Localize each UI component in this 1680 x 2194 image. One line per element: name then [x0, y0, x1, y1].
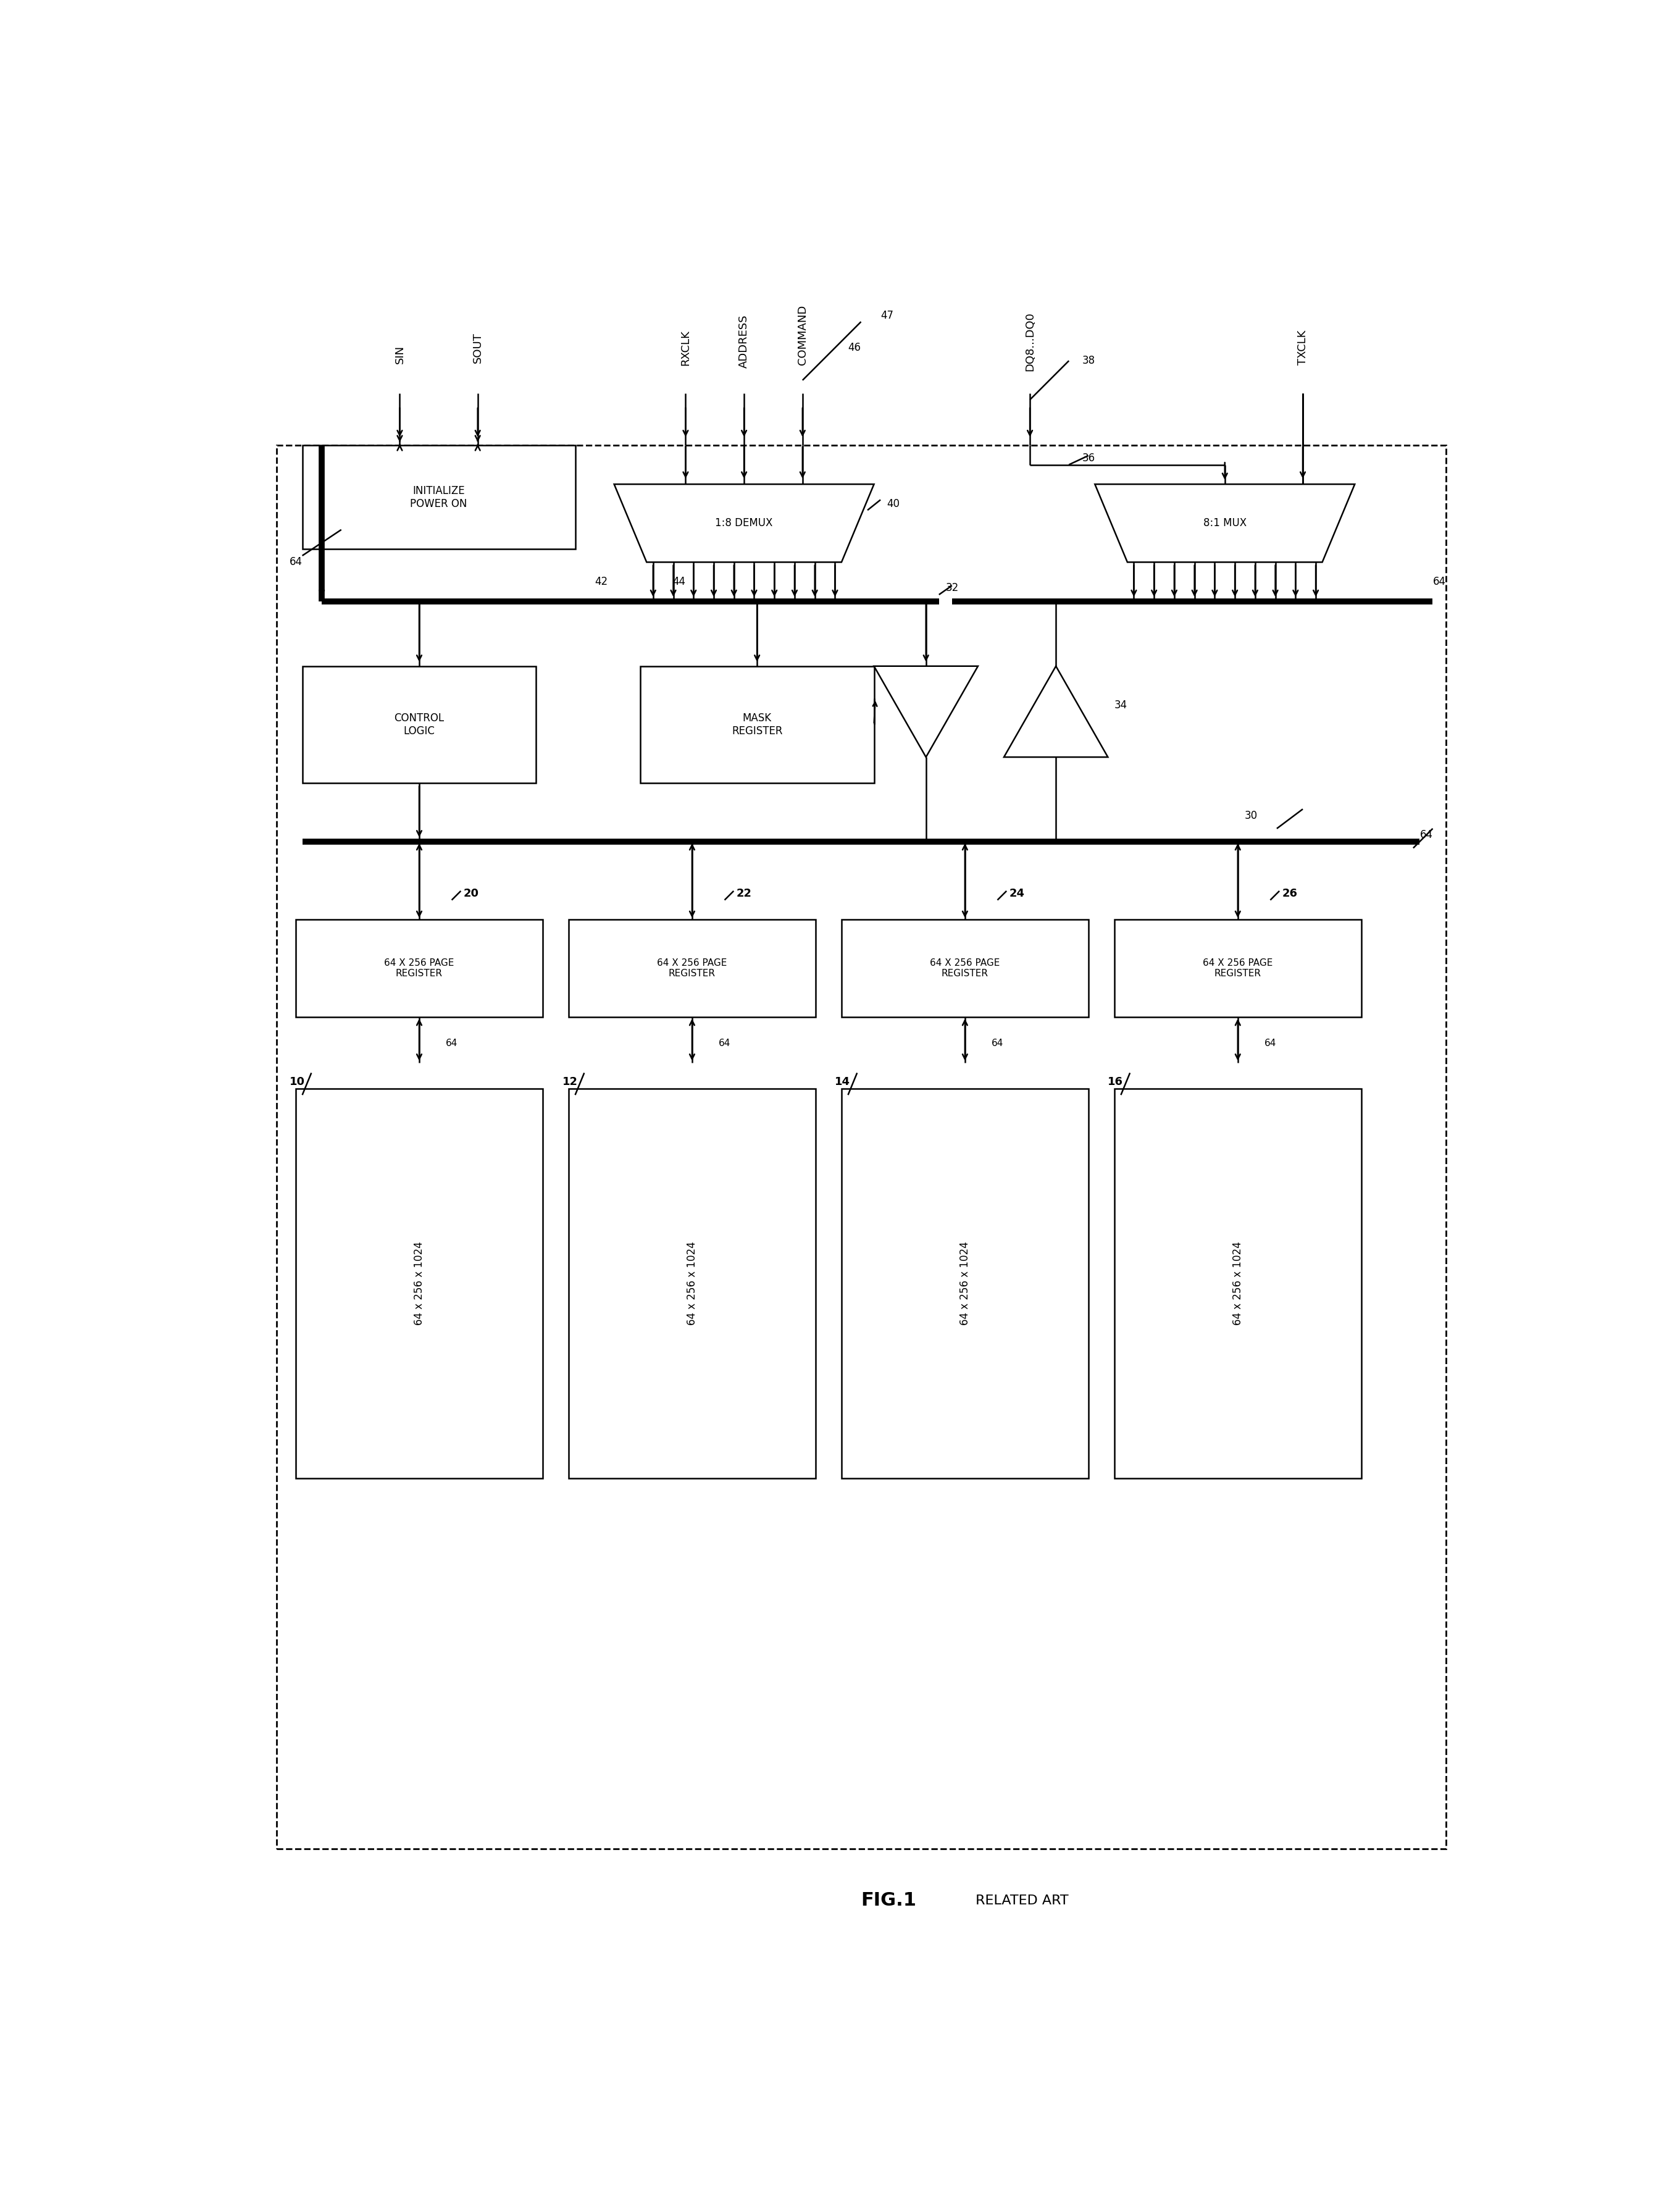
Text: 40: 40: [887, 498, 900, 509]
Text: 20: 20: [464, 889, 479, 900]
Text: 24: 24: [1010, 889, 1025, 900]
Text: 64 X 256 PAGE
REGISTER: 64 X 256 PAGE REGISTER: [1203, 959, 1273, 979]
Text: 64 x 256 x 1024: 64 x 256 x 1024: [1231, 1242, 1243, 1325]
Bar: [302, 667, 536, 783]
Text: 16: 16: [1107, 1077, 1124, 1088]
Bar: [1114, 1088, 1361, 1479]
Polygon shape: [1005, 667, 1107, 757]
Text: 64: 64: [1265, 1038, 1277, 1047]
Text: 64 X 256 PAGE
REGISTER: 64 X 256 PAGE REGISTER: [657, 959, 727, 979]
Text: 64 x 256 x 1024: 64 x 256 x 1024: [687, 1242, 697, 1325]
Text: 8:1 MUX: 8:1 MUX: [1203, 518, 1247, 529]
Bar: [568, 1088, 815, 1479]
Bar: [296, 1088, 543, 1479]
Text: 44: 44: [672, 577, 685, 588]
Text: 32: 32: [946, 584, 959, 595]
Text: 64 X 256 PAGE
REGISTER: 64 X 256 PAGE REGISTER: [385, 959, 454, 979]
Text: INITIALIZE
POWER ON: INITIALIZE POWER ON: [410, 485, 467, 509]
Text: RELATED ART: RELATED ART: [971, 1893, 1068, 1907]
Text: 1:8 DEMUX: 1:8 DEMUX: [716, 518, 773, 529]
Bar: [296, 919, 543, 1018]
Text: 64: 64: [719, 1038, 731, 1047]
Text: 64: 64: [1420, 829, 1433, 840]
Polygon shape: [615, 485, 874, 562]
Text: MASK
REGISTER: MASK REGISTER: [731, 713, 783, 737]
Text: DQ8...DQ0: DQ8...DQ0: [1025, 312, 1035, 371]
Text: CONTROL
LOGIC: CONTROL LOGIC: [395, 713, 444, 737]
Text: 64 x 256 x 1024: 64 x 256 x 1024: [413, 1242, 425, 1325]
Text: 64: 64: [1433, 577, 1446, 588]
Polygon shape: [874, 667, 978, 757]
Polygon shape: [1095, 485, 1354, 562]
Text: 34: 34: [1114, 700, 1127, 711]
Bar: [302, 445, 575, 548]
Text: FIG.1: FIG.1: [862, 1891, 917, 1909]
Bar: [276, 445, 1446, 1850]
Text: RXCLK: RXCLK: [680, 329, 690, 366]
Text: 64: 64: [445, 1038, 457, 1047]
Text: 42: 42: [595, 577, 608, 588]
Text: 64 x 256 x 1024: 64 x 256 x 1024: [959, 1242, 971, 1325]
Text: 36: 36: [1082, 452, 1095, 463]
Text: 47: 47: [880, 309, 894, 320]
Text: ADDRESS: ADDRESS: [739, 314, 749, 369]
Bar: [640, 667, 874, 783]
Text: 10: 10: [289, 1077, 304, 1088]
Text: COMMAND: COMMAND: [796, 305, 808, 364]
Text: 64 X 256 PAGE
REGISTER: 64 X 256 PAGE REGISTER: [931, 959, 1000, 979]
Text: 26: 26: [1282, 889, 1297, 900]
Bar: [1114, 919, 1361, 1018]
Bar: [842, 919, 1089, 1018]
Text: 14: 14: [835, 1077, 850, 1088]
Text: SOUT: SOUT: [472, 331, 484, 364]
Text: 30: 30: [1245, 810, 1257, 821]
Bar: [568, 919, 815, 1018]
Text: 38: 38: [1082, 355, 1095, 366]
Text: 12: 12: [563, 1077, 578, 1088]
Text: SIN: SIN: [395, 344, 405, 364]
Text: 64: 64: [991, 1038, 1003, 1047]
Text: TXCLK: TXCLK: [1297, 331, 1309, 364]
Text: 64: 64: [289, 557, 302, 568]
Bar: [842, 1088, 1089, 1479]
Text: 46: 46: [848, 342, 860, 353]
Text: 22: 22: [736, 889, 751, 900]
